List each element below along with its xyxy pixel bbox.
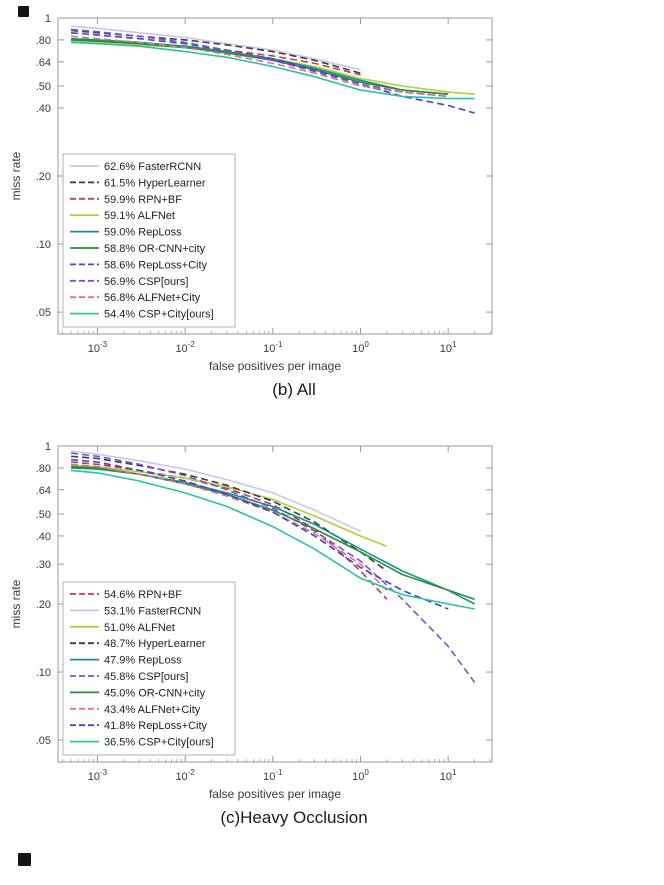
- series-line: [71, 452, 476, 683]
- x-tick-label: 101: [440, 768, 457, 783]
- y-tick-label: .10: [36, 667, 51, 679]
- chart-svg: 10-3 10-2 10-1 100 101 1 .80 .64 .50 .40 .20 .10 .05…: [9, 13, 493, 373]
- y-tick-label: .20: [36, 171, 51, 183]
- legend-label: 61.5% HyperLearner: [104, 177, 206, 189]
- x-axis-label: false positives per image: [209, 787, 341, 801]
- y-tick-label: .80: [36, 463, 51, 475]
- x-tick-label: 100: [352, 768, 369, 783]
- series-line: [71, 469, 475, 610]
- y-tick-label: 1: [45, 13, 51, 25]
- series-line: [71, 463, 388, 591]
- y-axis-label: miss rate: [9, 151, 23, 200]
- legend-label: 54.4% CSP+City[ours]: [104, 309, 214, 321]
- legend-label: 59.1% ALFNet: [104, 210, 175, 222]
- legend-label: 53.1% FasterRCNN: [104, 605, 201, 617]
- x-tick-label: 10-3: [88, 768, 108, 783]
- y-tick-label: .80: [36, 35, 51, 47]
- series-line: [71, 35, 449, 98]
- series-line: [71, 25, 361, 71]
- y-axis-label: miss rate: [9, 579, 23, 628]
- series-line: [71, 465, 475, 600]
- legend-label: 59.9% RPN+BF: [104, 194, 182, 206]
- x-tick-label: 10-1: [263, 768, 283, 783]
- legend-label: 51.0% ALFNet: [104, 622, 175, 634]
- legend-label: 41.8% RepLoss+City: [104, 720, 208, 732]
- x-tick-label: 10-2: [175, 768, 195, 783]
- chart-svg: 10-3 10-2 10-1 100 101 1 .80 .64 .50 .40 .30 .20 .10…: [9, 441, 493, 801]
- y-tick-label: .40: [36, 103, 51, 115]
- legend-label: 59.0% RepLoss: [104, 227, 182, 239]
- y-tick-label: .64: [36, 57, 51, 69]
- chart-heavy-occlusion: 10-3 10-2 10-1 100 101 1 .80 .64 .50 .40 .30 .20 .10…: [6, 438, 514, 828]
- legend-label: 56.8% ALFNet+City: [104, 292, 201, 304]
- chart-all-plot: 10-3 10-2 10-1 100 101 1 .80 .64 .50 .40 .20 .10 .05…: [6, 10, 506, 378]
- series-line: [71, 39, 449, 95]
- chart-all: 10-3 10-2 10-1 100 101 1 .80 .64 .50 .40 .20 .10 .05…: [6, 10, 514, 400]
- x-tick-label: 10-1: [263, 340, 283, 355]
- series-line: [71, 458, 449, 610]
- x-tick-label: 10-3: [88, 340, 108, 355]
- legend-label: 58.6% RepLoss+City: [104, 259, 208, 271]
- x-tick-label: 10-2: [175, 340, 195, 355]
- x-tick-label: 100: [352, 340, 369, 355]
- x-axis-label: false positives per image: [209, 359, 341, 373]
- y-tick-label: .10: [36, 239, 51, 251]
- series-line: [71, 464, 388, 548]
- legend-label: 47.9% RepLoss: [104, 655, 182, 667]
- legend-label: 62.6% FasterRCNN: [104, 161, 201, 173]
- series-line: [71, 28, 449, 98]
- series-line: [71, 32, 475, 114]
- legend-label: 48.7% HyperLearner: [104, 638, 206, 650]
- chart-heavy-occlusion-caption: (c)Heavy Occlusion: [220, 808, 368, 827]
- y-tick-label: .30: [36, 559, 51, 571]
- legend-label: 45.0% OR-CNN+city: [104, 687, 206, 699]
- series-line: [71, 29, 361, 74]
- scan-artifact-top: [18, 6, 29, 17]
- y-tick-label: .50: [36, 509, 51, 521]
- chart-heavy-occlusion-plot: 10-3 10-2 10-1 100 101 1 .80 .64 .50 .40 .30 .20 .10…: [6, 438, 506, 806]
- y-tick-label: .20: [36, 599, 51, 611]
- series-line: [71, 41, 475, 100]
- legend-label: 45.8% CSP[ours]: [104, 671, 188, 683]
- y-tick-label: .40: [36, 531, 51, 543]
- series-line: [71, 450, 361, 532]
- chart-all-caption: (b) All: [272, 380, 316, 399]
- y-tick-label: .50: [36, 81, 51, 93]
- legend-label: 58.8% OR-CNN+city: [104, 243, 206, 255]
- series-line: [71, 455, 388, 572]
- y-tick-label: .64: [36, 485, 51, 497]
- y-tick-label: 1: [45, 441, 51, 453]
- y-tick-label: .05: [36, 307, 51, 319]
- scan-artifact-bottom: [18, 853, 31, 866]
- y-tick-label: .05: [36, 735, 51, 747]
- legend-label: 43.4% ALFNet+City: [104, 704, 201, 716]
- series-line: [71, 461, 388, 600]
- legend-label: 56.9% CSP[ours]: [104, 276, 188, 288]
- legend-label: 54.6% RPN+BF: [104, 589, 182, 601]
- x-tick-label: 101: [440, 340, 457, 355]
- legend-label: 36.5% CSP+City[ours]: [104, 737, 214, 749]
